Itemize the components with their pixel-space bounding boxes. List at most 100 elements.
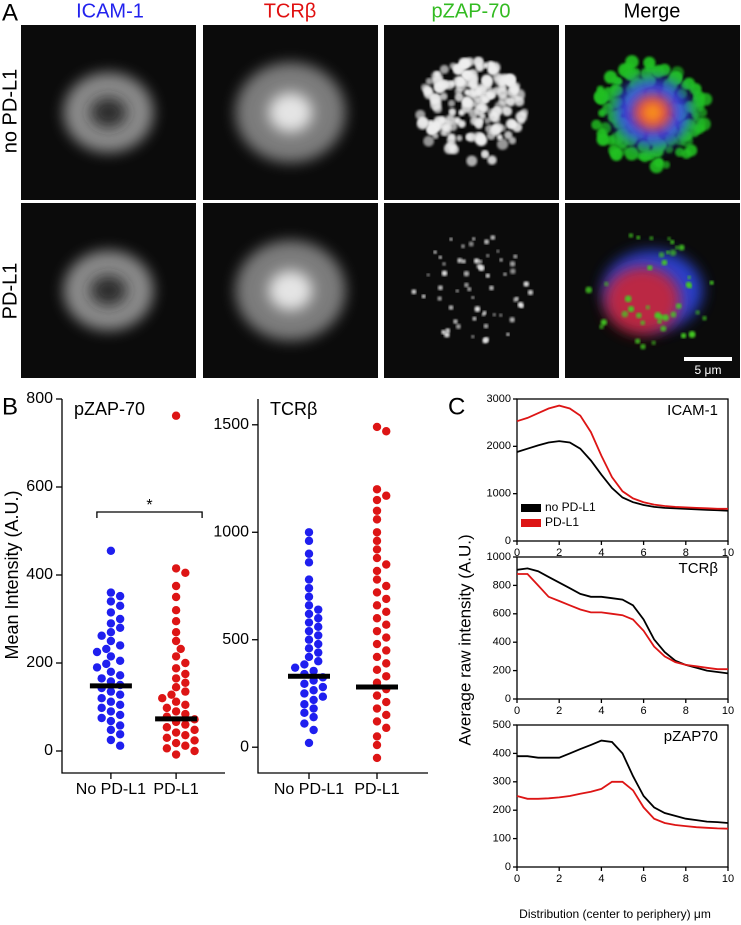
signal — [437, 296, 442, 301]
data-point — [314, 605, 323, 614]
data-point — [171, 738, 181, 748]
signal — [596, 85, 605, 94]
x-tick-label: 10 — [722, 705, 734, 717]
data-point — [304, 583, 314, 593]
signal — [621, 310, 629, 318]
signal — [675, 303, 682, 310]
x-tick-label: 8 — [683, 873, 689, 885]
signal — [441, 270, 448, 277]
data-point — [304, 592, 314, 601]
signal — [634, 338, 641, 344]
data-point — [382, 560, 391, 569]
data-point — [181, 700, 190, 709]
chart-title: TCRβ — [679, 560, 719, 577]
data-point — [382, 723, 391, 733]
data-point — [106, 697, 116, 706]
data-point — [171, 564, 181, 573]
signal — [461, 259, 466, 264]
data-point — [171, 750, 181, 759]
data-point — [115, 591, 125, 601]
data-point — [106, 597, 116, 606]
data-point — [158, 694, 167, 703]
signal — [603, 281, 609, 287]
y-tick-label: 400 — [493, 747, 511, 759]
data-point — [372, 740, 382, 750]
signal — [449, 109, 456, 117]
axis — [61, 399, 225, 774]
data-point — [318, 682, 328, 692]
signal — [695, 310, 701, 315]
data-point — [309, 686, 318, 695]
data-point — [382, 710, 391, 720]
legend-label: PD-L1 — [545, 515, 579, 529]
data-point — [314, 622, 323, 632]
signal — [456, 134, 463, 142]
data-point — [171, 617, 181, 626]
x-tick-label: 0 — [514, 547, 520, 559]
data-point — [162, 744, 172, 753]
signal — [507, 80, 516, 89]
data-point — [181, 741, 190, 750]
signal — [447, 99, 456, 108]
data-point — [372, 528, 382, 537]
data-point — [181, 720, 190, 729]
signal — [624, 146, 639, 161]
data-point — [106, 707, 116, 716]
data-point — [97, 713, 106, 723]
data-point — [382, 620, 391, 629]
signal — [628, 233, 634, 238]
data-point — [300, 700, 309, 709]
data-point — [92, 647, 102, 657]
data-point — [382, 427, 391, 436]
signal — [651, 145, 664, 158]
data-line — [516, 440, 729, 512]
signal — [483, 323, 489, 329]
signal — [472, 237, 476, 241]
data-point — [372, 515, 382, 524]
signal — [443, 142, 456, 155]
signal — [642, 102, 663, 123]
micrograph — [203, 203, 378, 378]
signal — [437, 285, 443, 291]
signal — [647, 265, 653, 271]
signal — [585, 286, 593, 294]
signal — [680, 81, 690, 90]
signal — [464, 88, 471, 96]
signal — [653, 157, 664, 168]
signal — [432, 132, 439, 140]
data-point — [314, 614, 323, 623]
signal — [520, 304, 524, 309]
data-point — [171, 652, 181, 661]
x-tick-label: 2 — [556, 547, 562, 559]
signal — [523, 281, 530, 287]
data-point — [115, 641, 125, 650]
signal — [484, 239, 490, 245]
data-point — [304, 652, 314, 662]
data-point — [304, 626, 314, 636]
x-tick-label: PD-L1 — [153, 781, 198, 798]
data-point — [162, 733, 172, 742]
y-tick-label: 1000 — [487, 488, 511, 500]
signal — [426, 273, 430, 277]
signal — [499, 258, 503, 262]
signal — [680, 332, 687, 339]
data-point — [314, 631, 323, 640]
data-point — [115, 730, 125, 739]
y-tick-label: 0 — [505, 535, 511, 547]
data-point — [300, 708, 309, 718]
image-background — [384, 203, 559, 378]
signal — [454, 87, 463, 96]
signal — [447, 121, 458, 132]
data-point — [372, 485, 382, 494]
data-point — [176, 644, 185, 654]
signal — [601, 87, 615, 101]
data-point — [304, 644, 314, 653]
signal — [487, 155, 497, 165]
signal — [457, 257, 463, 264]
signal — [482, 104, 490, 113]
legend-label: no PD-L1 — [545, 500, 596, 514]
signal — [473, 258, 480, 264]
signal — [513, 88, 526, 101]
plot-frame — [516, 398, 729, 542]
signal — [685, 281, 692, 288]
